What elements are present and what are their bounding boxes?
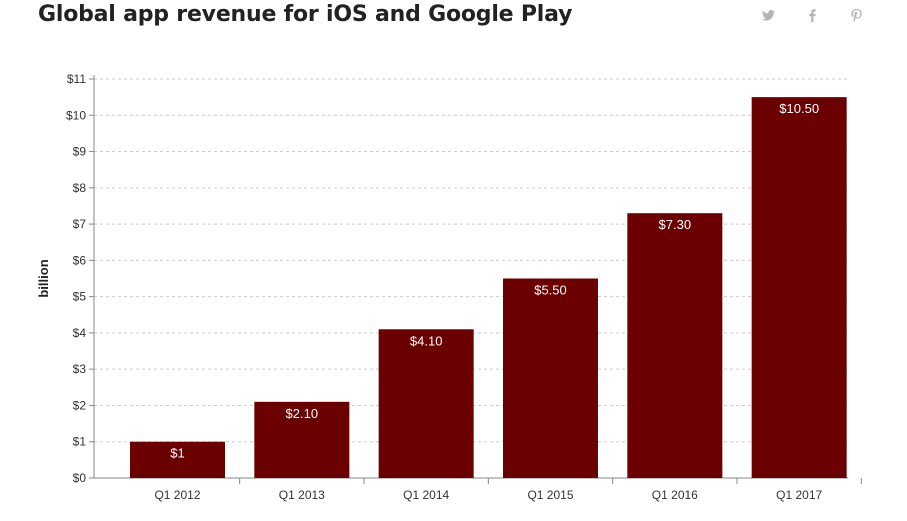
twitter-icon[interactable] (761, 7, 775, 23)
bar (378, 329, 474, 478)
chart-title: Global app revenue for iOS and Google Pl… (38, 2, 573, 27)
y-tick-label: $7 (73, 217, 87, 231)
bar (503, 278, 598, 478)
y-tick-label: $1 (73, 435, 87, 449)
x-tick-label: Q1 2014 (403, 488, 449, 502)
y-tick-label: $9 (73, 145, 87, 159)
share-bar (761, 7, 863, 23)
bar (627, 213, 723, 478)
y-tick-label: $0 (73, 471, 87, 485)
y-tick-label: $8 (73, 181, 87, 195)
bar-value-label: $10.50 (779, 101, 819, 116)
bar (130, 441, 225, 478)
y-axis-label: billion (36, 259, 51, 297)
y-tick-label: $4 (73, 326, 87, 340)
y-tick-label: $5 (73, 290, 87, 304)
facebook-icon[interactable] (805, 7, 819, 23)
bar-value-label: $7.30 (659, 217, 692, 232)
bar-value-label: $1 (170, 446, 184, 461)
x-tick-label: Q1 2017 (776, 488, 822, 502)
bar (751, 97, 847, 479)
bar (254, 401, 350, 478)
x-tick-label: Q1 2016 (652, 488, 698, 502)
y-tick-label: $3 (73, 362, 87, 376)
bar-value-label: $5.50 (534, 283, 567, 298)
y-tick-label: $2 (73, 398, 87, 412)
x-tick-label: Q1 2015 (527, 488, 573, 502)
x-tick-label: Q1 2012 (154, 488, 200, 502)
bar-value-label: $4.10 (410, 333, 443, 348)
pinterest-icon[interactable] (849, 7, 863, 23)
bar-value-label: $2.10 (286, 406, 319, 421)
x-tick-label: Q1 2013 (279, 488, 325, 502)
y-tick-label: $10 (66, 108, 86, 122)
y-tick-label: $6 (73, 253, 87, 267)
y-tick-label: $11 (67, 72, 86, 86)
